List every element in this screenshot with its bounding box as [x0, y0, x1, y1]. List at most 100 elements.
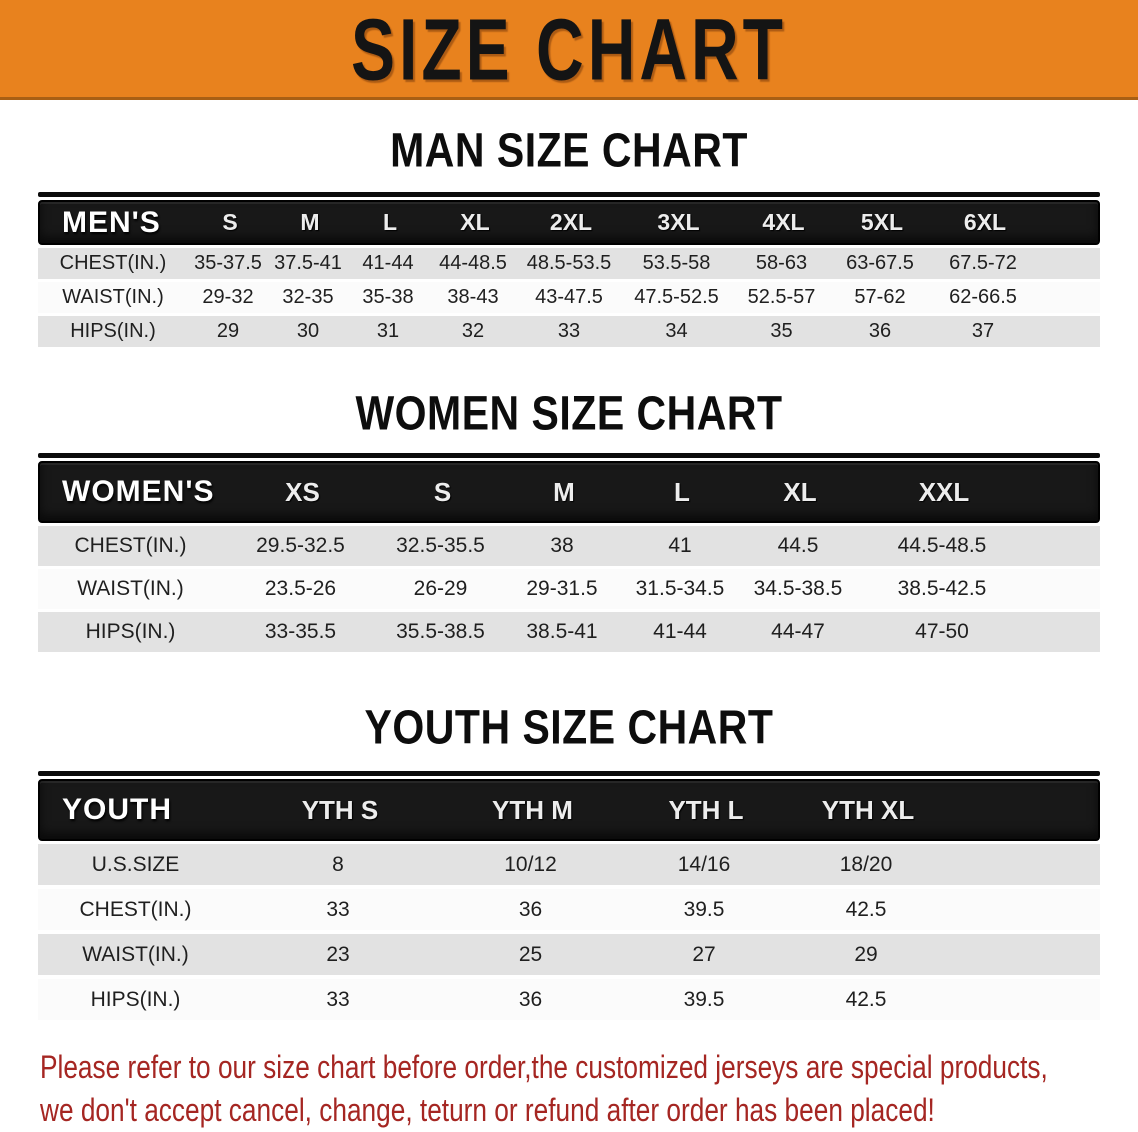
men-cell: 32-35	[282, 286, 334, 309]
men-cell: 35-37.5	[194, 252, 262, 275]
women-cell: 38.5-41	[526, 620, 598, 644]
women-cell: 26-29	[413, 577, 468, 601]
men-row-label: CHEST(IN.)	[59, 252, 167, 275]
men-table-top-rule	[38, 192, 1100, 198]
men-cell: 35	[770, 320, 793, 343]
women-cell: 44.5-48.5	[897, 534, 987, 558]
men-column-header: M	[300, 209, 320, 236]
women-cell: 32.5-35.5	[396, 534, 485, 558]
men-cell: 34	[665, 320, 688, 343]
youth-size-table: YOUTH YTH S YTH M YTH L YTH XL U.S.SIZE 8 10/12…	[38, 771, 1100, 1021]
youth-row-label: CHEST(IN.)	[79, 897, 192, 921]
youth-cell: 33	[326, 987, 350, 1011]
men-cell: 44-48.5	[439, 252, 507, 275]
men-row-label: HIPS(IN.)	[70, 320, 156, 343]
youth-table-top-rule	[38, 771, 1100, 777]
youth-cell: 29	[854, 942, 878, 966]
youth-corner-label: YOUTH	[62, 793, 172, 827]
women-cell: 41-44	[653, 620, 707, 644]
women-cell: 29.5-32.5	[256, 534, 345, 558]
women-section-title: WOMEN SIZE CHART	[355, 385, 783, 441]
youth-table-row: U.S.SIZE 8 10/12 14/16 18/20	[38, 844, 1100, 886]
women-cell: 38	[550, 534, 574, 558]
women-cell: 34.5-38.5	[753, 577, 843, 601]
women-table-top-rule	[38, 453, 1100, 459]
youth-cell: 10/12	[504, 852, 557, 876]
footnote: Please refer to our size chart before or…	[40, 1046, 1138, 1131]
size-chart-banner: SIZE CHART	[0, 0, 1138, 100]
men-cell: 47.5-52.5	[634, 286, 719, 309]
men-cell: 29	[216, 320, 240, 343]
men-cell: 63-67.5	[846, 252, 914, 275]
women-column-header: M	[553, 476, 575, 507]
youth-cell: 39.5	[683, 897, 725, 921]
youth-section-title: YOUTH SIZE CHART	[364, 700, 774, 755]
youth-cell: 27	[692, 942, 716, 966]
women-table-row: HIPS(IN.) 33-35.5 35.5-38.5 38.5-41 41-44 44-…	[38, 612, 1100, 653]
men-section-title: MAN SIZE CHART	[390, 122, 748, 178]
women-cell: 29-31.5	[526, 577, 598, 601]
youth-column-header: YTH M	[492, 794, 573, 825]
women-row-label: WAIST(IN.)	[77, 577, 184, 601]
men-table-row: HIPS(IN.) 29 30 31 32 33 34 35 36 37	[38, 316, 1100, 348]
footnote-line-1: Please refer to our size chart before or…	[40, 1049, 1048, 1086]
men-cell: 62-66.5	[949, 286, 1017, 309]
youth-column-header: YTH L	[668, 794, 744, 825]
men-cell: 37	[971, 320, 995, 343]
women-row-label: HIPS(IN.)	[85, 620, 176, 644]
men-cell: 30	[296, 320, 320, 343]
men-cell: 53.5-58	[642, 252, 711, 275]
men-row-label: WAIST(IN.)	[62, 286, 164, 309]
women-table-row: WAIST(IN.) 23.5-26 26-29 29-31.5 31.5-34.5 34…	[38, 569, 1100, 610]
youth-column-header: YTH S	[301, 794, 379, 825]
men-cell: 35-38	[362, 286, 414, 309]
men-cell: 38-43	[447, 286, 499, 309]
men-cell: 37.5-41	[274, 252, 342, 275]
women-cell: 33-35.5	[264, 620, 337, 644]
women-table-header: WOMEN'S XS S M L XL XXL	[38, 461, 1100, 524]
youth-cell: 42.5	[845, 897, 887, 921]
men-cell: 43-47.5	[535, 286, 603, 309]
men-cell: 29-32	[202, 286, 254, 309]
women-cell: 44-47	[771, 620, 825, 644]
women-cell: 31.5-34.5	[635, 577, 725, 601]
men-cell: 48.5-53.5	[526, 252, 612, 275]
women-table-row: CHEST(IN.) 29.5-32.5 32.5-35.5 38 41 44.5 44.5…	[38, 526, 1100, 567]
youth-cell: 25	[518, 942, 543, 966]
men-column-header: 6XL	[963, 209, 1007, 236]
men-cell: 41-44	[362, 252, 414, 275]
youth-cell: 23	[326, 942, 350, 966]
women-column-header: XXL	[918, 476, 970, 507]
youth-row-label: U.S.SIZE	[91, 852, 180, 876]
youth-cell: 14/16	[677, 852, 731, 876]
women-column-header: XL	[783, 476, 817, 507]
women-cell: 47-50	[915, 620, 969, 644]
men-column-header: XL	[460, 209, 490, 236]
men-size-table: MEN'S S M L XL 2XL 3XL 4XL 5XL 6XL CHEST(IN.) 35-37…	[38, 192, 1100, 348]
banner-title: SIZE CHART	[351, 0, 787, 98]
youth-table-header: YOUTH YTH S YTH M YTH L YTH XL	[38, 779, 1100, 842]
men-cell: 57-62	[854, 286, 906, 309]
women-size-table: WOMEN'S XS S M L XL XXL CHEST(IN.) 29.5-32.5 32.5…	[38, 453, 1100, 653]
men-cell: 36	[868, 320, 892, 343]
youth-cell: 36	[518, 987, 543, 1011]
women-cell: 38.5-42.5	[897, 577, 987, 601]
youth-cell: 18/20	[839, 852, 893, 876]
women-cell: 35.5-38.5	[396, 620, 485, 644]
women-row-label: CHEST(IN.)	[74, 534, 187, 558]
youth-table-row: HIPS(IN.) 33 36 39.5 42.5	[38, 979, 1100, 1021]
men-table-row: CHEST(IN.) 35-37.5 37.5-41 41-44 44-48.5 48.5…	[38, 248, 1100, 280]
youth-table-row: CHEST(IN.) 33 36 39.5 42.5	[38, 889, 1100, 931]
women-corner-label: WOMEN'S	[62, 475, 215, 509]
men-cell: 31	[376, 320, 400, 343]
men-corner-label: MEN'S	[62, 205, 161, 239]
youth-cell: 36	[518, 897, 543, 921]
youth-column-header: YTH XL	[821, 794, 915, 825]
men-cell: 33	[557, 320, 581, 343]
women-column-header: S	[433, 476, 452, 507]
men-column-header: 2XL	[549, 209, 593, 236]
women-cell: 23.5-26	[264, 577, 337, 601]
women-cell: 44.5	[777, 534, 819, 558]
women-column-header: XS	[285, 476, 320, 507]
men-table-row: WAIST(IN.) 29-32 32-35 35-38 38-43 43-47.5 47.…	[38, 282, 1100, 314]
